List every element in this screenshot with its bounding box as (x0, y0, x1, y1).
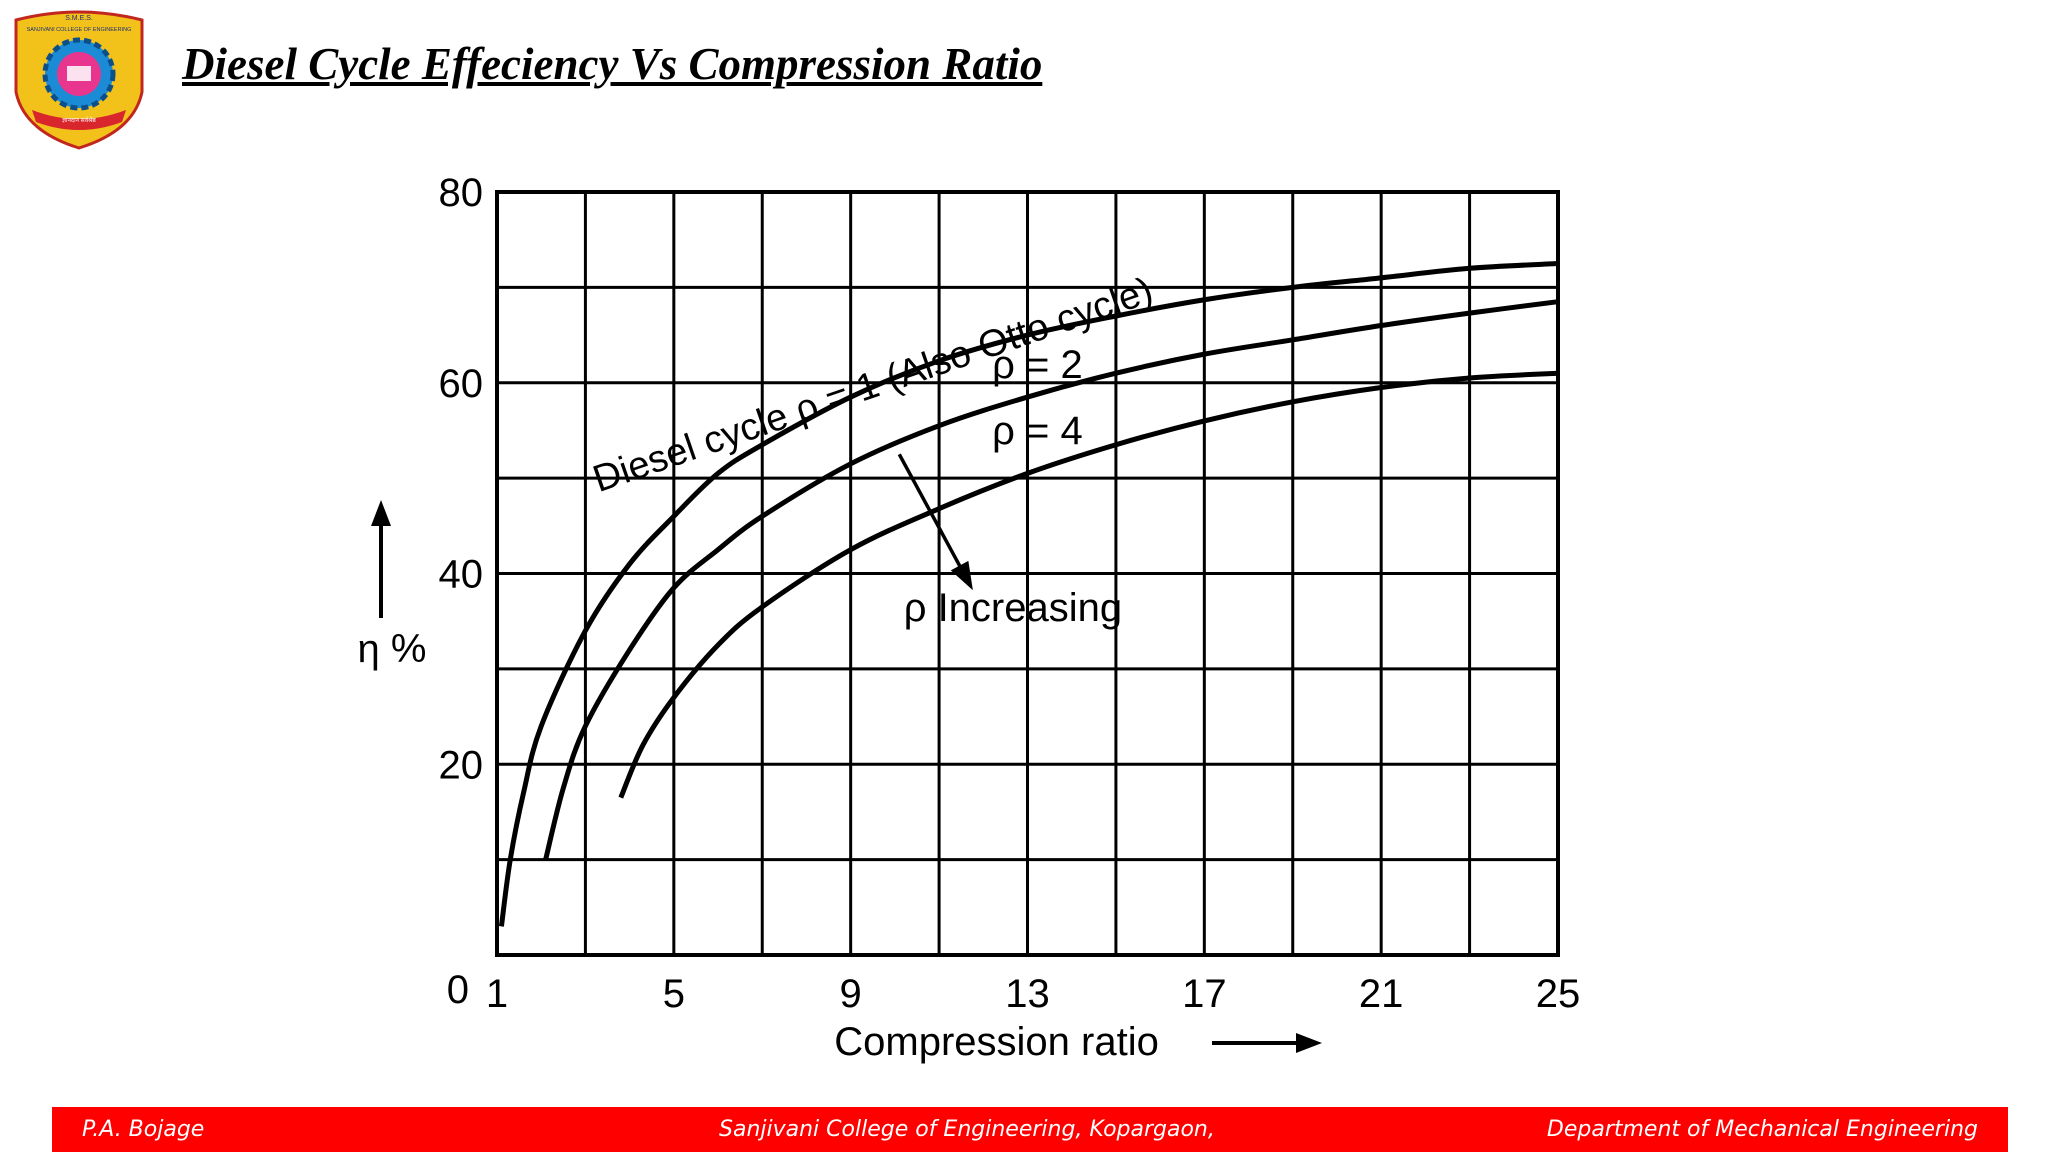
plot-frame (495, 190, 1560, 957)
series-label-rho-4: ρ = 4 (992, 409, 1083, 453)
footer-bar: P.A. Bojage Sanjivani College of Enginee… (52, 1107, 2008, 1152)
series-line-0 (498, 261, 1559, 927)
y-tick-label: 0 (447, 968, 469, 1012)
series-line-2 (618, 370, 1559, 799)
x-tick-label: 25 (1536, 972, 1581, 1016)
college-crest-logo: S.M.E.S. SANJIVANI COLLEGE OF ENGINEERIN… (14, 10, 144, 150)
y-tick-label: 80 (439, 171, 484, 215)
y-axis-arrow-icon (371, 500, 391, 618)
y-tick-label: 20 (439, 743, 484, 787)
y-tick-label: 40 (439, 553, 484, 597)
footer-author: P.A. Bojage (82, 1117, 205, 1142)
rho-increasing-arrow-icon (897, 453, 973, 591)
axis-ticks: 1 5 9 13 17 21 25 0 20 40 60 80 (439, 171, 1581, 1016)
x-tick-label: 17 (1182, 972, 1227, 1016)
series-line-1 (543, 299, 1559, 861)
chart-series (498, 261, 1559, 927)
rho-increasing-annotation: ρ Increasing (904, 586, 1122, 630)
x-axis-arrow-icon (1212, 1033, 1322, 1053)
logo-top-text: S.M.E.S. (65, 15, 93, 22)
x-axis-label: Compression ratio (834, 1020, 1159, 1064)
x-tick-label: 13 (1005, 972, 1050, 1016)
y-tick-label: 60 (439, 362, 484, 406)
x-tick-label: 5 (663, 972, 685, 1016)
series-label-rho-2: ρ = 2 (992, 343, 1083, 387)
footer-college: Sanjivani College of Engineering, Koparg… (719, 1117, 1215, 1142)
chart-grid (497, 192, 1558, 955)
x-tick-label: 9 (840, 972, 862, 1016)
logo-ribbon (32, 110, 126, 130)
slide-title: Diesel Cycle Effeciency Vs Compression R… (182, 39, 1043, 89)
x-tick-label: 1 (486, 972, 508, 1016)
logo-name-text: SANJIVANI COLLEGE OF ENGINEERING (27, 27, 132, 33)
logo-motto-text: ज्ञानदान सर्वश्रेष्ठ (62, 116, 96, 124)
footer-department: Department of Mechanical Engineering (1546, 1117, 1978, 1142)
y-axis-label: η % (358, 627, 427, 671)
x-tick-label: 21 (1359, 972, 1404, 1016)
logo-book (67, 66, 91, 81)
